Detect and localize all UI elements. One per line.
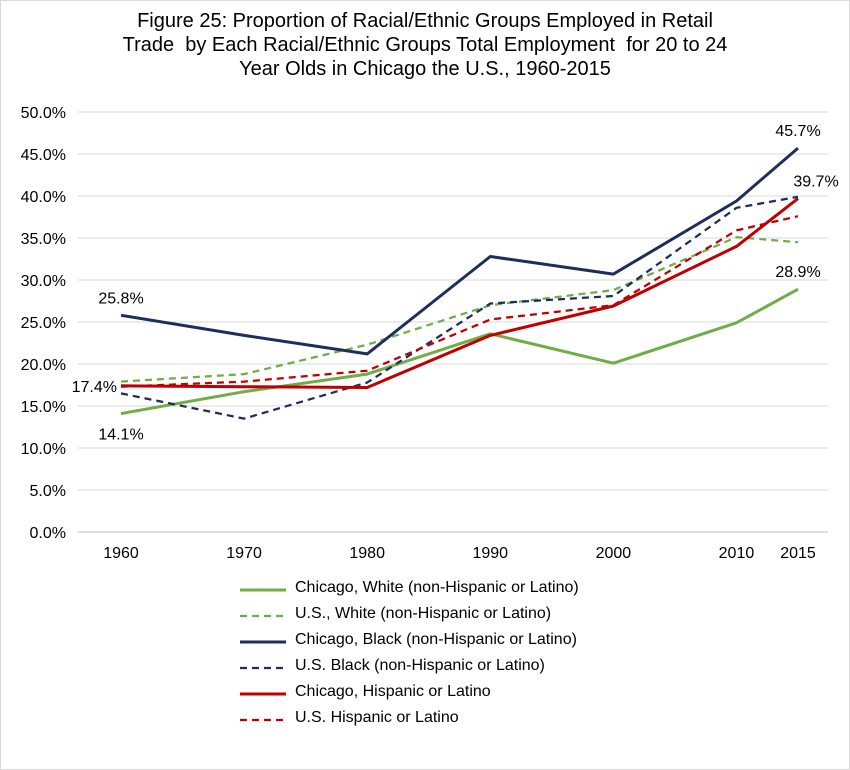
- x-tick-label: 1970: [226, 545, 262, 562]
- series-line: [120, 146, 799, 356]
- series-line: [120, 195, 799, 420]
- series-line: [120, 236, 799, 383]
- y-tick-label: 15.0%: [21, 399, 66, 416]
- legend-swatch: [240, 640, 286, 644]
- chart-title-line-3: Year Olds in Chicago the U.S., 1960-2015: [239, 58, 611, 80]
- legend-item: Chicago, White (non-Hispanic or Latino): [236, 577, 656, 603]
- y-tick-label: 10.0%: [21, 441, 66, 458]
- data-label: 17.4%: [72, 379, 117, 396]
- legend-swatch: [240, 718, 286, 722]
- legend-label: Chicago, White (non-Hispanic or Latino): [295, 579, 579, 596]
- legend-label: U.S. Hispanic or Latino: [295, 709, 459, 726]
- legend-item: U.S., White (non-Hispanic or Latino): [236, 603, 656, 629]
- x-tick-label: 1980: [349, 545, 385, 562]
- x-tick-label: 1990: [472, 545, 508, 562]
- data-label: 14.1%: [98, 427, 143, 444]
- legend-label: Chicago, Hispanic or Latino: [295, 683, 491, 700]
- legend-label: U.S. Black (non-Hispanic or Latino): [295, 657, 545, 674]
- x-tick-label: 2015: [780, 545, 816, 562]
- line-chart: 0.0% 5.0% 10.0% 15.0% 20.0% 25.0% 30.0% 35.0% 40…: [21, 105, 839, 562]
- x-axis: 1960 1970 1980 1990 2000 2010 2015: [78, 531, 828, 562]
- chart-title-line-2: Trade by Each Racial/Ethnic Groups Total…: [122, 34, 728, 56]
- x-tick-label: 1960: [103, 545, 139, 562]
- y-tick-label: 25.0%: [21, 315, 66, 332]
- y-axis: 0.0% 5.0% 10.0% 15.0% 20.0% 25.0% 30.0% 35.0% 40…: [21, 105, 66, 542]
- legend-label: U.S., White (non-Hispanic or Latino): [295, 605, 552, 622]
- legend: Chicago, White (non-Hispanic or Latino) U…: [236, 577, 656, 733]
- legend-swatch: [240, 588, 286, 592]
- legend-item: Chicago, Black (non-Hispanic or Latino): [236, 629, 656, 655]
- x-tick-label: 2010: [719, 545, 755, 562]
- data-label: 39.7%: [793, 174, 838, 191]
- data-label: 45.7%: [775, 123, 820, 140]
- y-tick-label: 45.0%: [21, 147, 66, 164]
- series-lines: [120, 146, 799, 420]
- legend-swatch: [240, 692, 286, 696]
- data-label: 28.9%: [775, 264, 820, 281]
- chart-title: Figure 25: Proportion of Racial/Ethnic G…: [40, 9, 810, 81]
- data-label: 25.8%: [98, 290, 143, 307]
- legend-swatch: [240, 614, 286, 618]
- y-tick-label: 50.0%: [21, 105, 66, 122]
- y-tick-label: 20.0%: [21, 357, 66, 374]
- y-tick-label: 0.0%: [30, 525, 66, 542]
- legend-item: U.S. Hispanic or Latino: [236, 707, 656, 733]
- series-line: [120, 287, 799, 416]
- y-tick-label: 30.0%: [21, 273, 66, 290]
- chart-title-line-1: Figure 25: Proportion of Racial/Ethnic G…: [137, 10, 713, 32]
- y-tick-label: 5.0%: [30, 483, 66, 500]
- series-line: [120, 215, 799, 388]
- legend-item: U.S. Black (non-Hispanic or Latino): [236, 655, 656, 681]
- legend-swatch: [240, 666, 286, 670]
- data-labels: 25.8% 17.4% 14.1% 45.7% 39.7% 28.9%: [72, 123, 839, 443]
- x-tick-label: 2000: [596, 545, 632, 562]
- gridlines: [78, 111, 828, 491]
- series-line: [120, 197, 799, 389]
- legend-label: Chicago, Black (non-Hispanic or Latino): [295, 631, 577, 648]
- legend-item: Chicago, Hispanic or Latino: [236, 681, 656, 707]
- y-tick-label: 40.0%: [21, 189, 66, 206]
- y-tick-label: 35.0%: [21, 231, 66, 248]
